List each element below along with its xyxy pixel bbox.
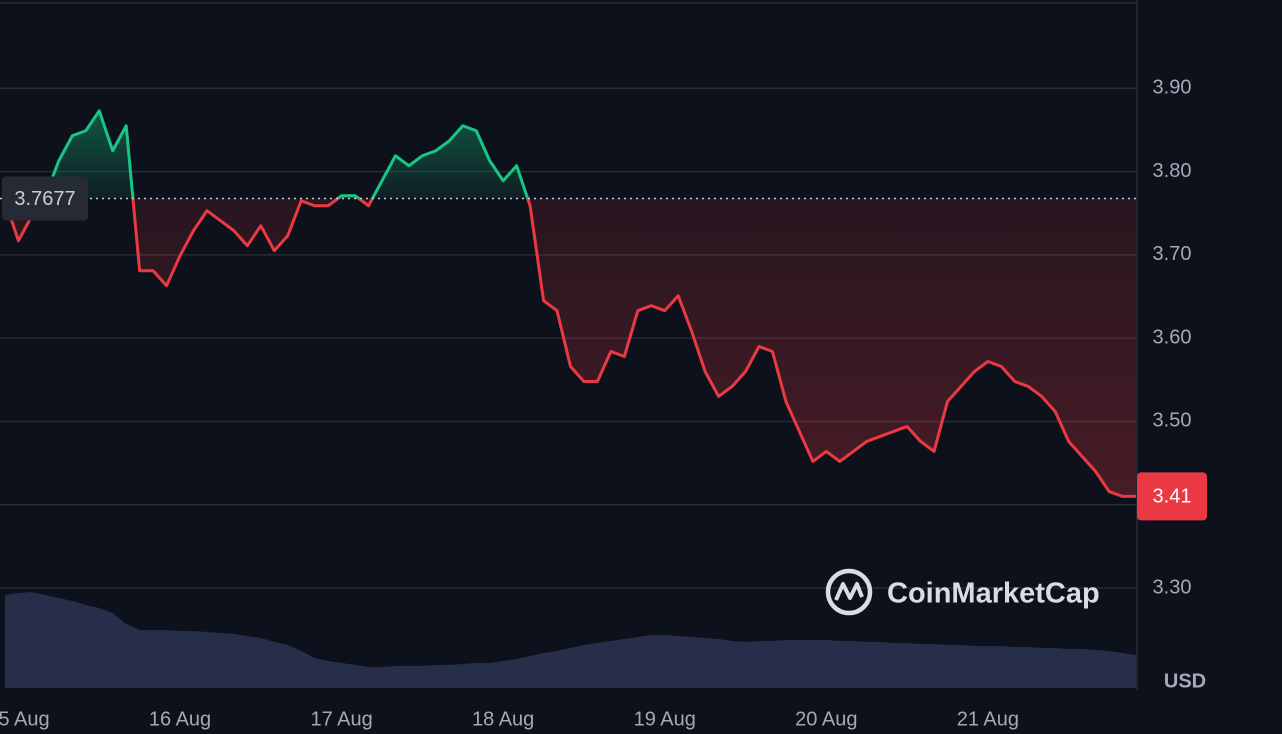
reference-label: 3.7677 [14, 188, 75, 210]
y-tick-label: 3.60 [1153, 326, 1192, 348]
volume-layer [5, 592, 1136, 688]
reference-badge [2, 176, 88, 221]
y-tick-label: 3.80 [1153, 160, 1192, 182]
x-tick-label: 17 Aug [310, 708, 372, 730]
x-tick-label: 18 Aug [472, 708, 534, 730]
volume-area [5, 592, 1136, 688]
x-tick-label: 21 Aug [957, 708, 1019, 730]
y-tick-label: 3.70 [1153, 243, 1192, 265]
watermark-text: CoinMarketCap [887, 578, 1100, 610]
price-layer [0, 109, 1137, 498]
y-axis-label: USD [1164, 670, 1206, 692]
current-price-label: 3.41 [1153, 486, 1192, 508]
current-price-badge [1137, 472, 1207, 521]
x-tick-label: 16 Aug [149, 708, 211, 730]
x-tick-label: 15 Aug [0, 708, 50, 730]
logo-ring [825, 568, 873, 616]
watermark: CoinMarketCap [825, 568, 1100, 616]
y-tick-label: 3.50 [1153, 410, 1192, 432]
y-tick-label: 3.90 [1153, 77, 1192, 99]
x-tick-label: 20 Aug [795, 708, 857, 730]
logo-mark [834, 582, 864, 601]
y-tick-label: 3.30 [1153, 576, 1192, 598]
price-area [5, 110, 1136, 497]
price-line [3, 109, 1136, 498]
x-tick-label: 19 Aug [634, 708, 696, 730]
